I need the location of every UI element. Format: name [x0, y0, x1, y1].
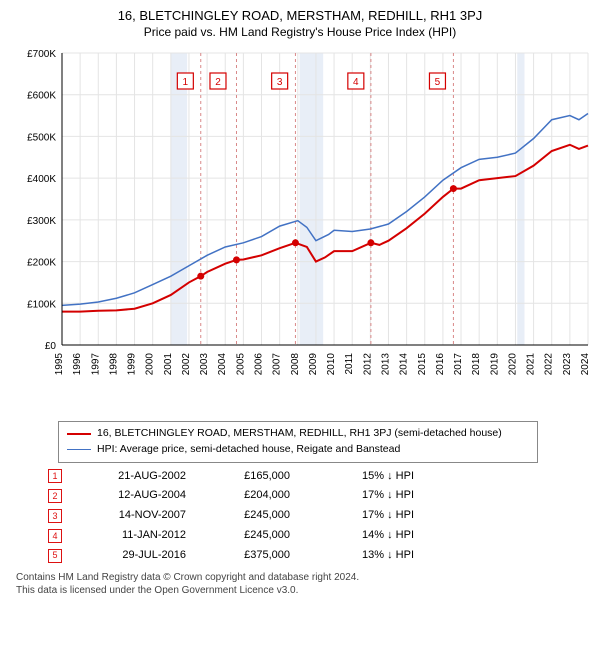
transaction-row: 1 21-AUG-2002 £165,000 15% ↓ HPI	[48, 467, 592, 487]
series-hpi	[62, 113, 588, 305]
chart-title: 16, BLETCHINGLEY ROAD, MERSTHAM, REDHILL…	[8, 8, 592, 23]
marker-dot	[233, 256, 240, 263]
marker-label-number: 2	[215, 77, 221, 88]
y-tick-label: £200K	[27, 258, 56, 269]
x-tick-label: 2008	[290, 353, 301, 376]
transaction-row: 4 11-JAN-2012 £245,000 14% ↓ HPI	[48, 526, 592, 546]
x-tick-label: 2009	[308, 353, 319, 376]
x-tick-label: 2006	[254, 353, 265, 376]
transaction-price: £204,000	[210, 486, 290, 506]
footnote-line-2: This data is licensed under the Open Gov…	[16, 584, 592, 597]
transactions-table: 1 21-AUG-2002 £165,000 15% ↓ HPI 2 12-AUG-200…	[48, 467, 592, 566]
series-property	[62, 145, 588, 312]
y-tick-label: £400K	[27, 174, 56, 185]
transaction-delta: 17% ↓ HPI	[314, 486, 414, 506]
legend: 16, BLETCHINGLEY ROAD, MERSTHAM, REDHILL…	[58, 421, 538, 463]
transaction-delta: 13% ↓ HPI	[314, 546, 414, 566]
legend-swatch	[67, 433, 91, 435]
x-tick-label: 2007	[272, 353, 283, 376]
legend-row: 16, BLETCHINGLEY ROAD, MERSTHAM, REDHILL…	[67, 426, 529, 442]
marker-label-number: 1	[183, 77, 189, 88]
x-tick-label: 1998	[108, 353, 119, 376]
marker-label-number: 3	[277, 77, 283, 88]
footnote-line-1: Contains HM Land Registry data © Crown c…	[16, 571, 592, 584]
transaction-marker: 4	[48, 529, 62, 543]
transaction-marker: 5	[48, 549, 62, 563]
marker-label-number: 5	[435, 77, 441, 88]
transaction-date: 14-NOV-2007	[86, 506, 186, 526]
transaction-delta: 14% ↓ HPI	[314, 526, 414, 546]
x-tick-label: 2017	[453, 353, 464, 376]
x-tick-label: 2021	[526, 353, 537, 376]
x-tick-label: 2022	[544, 353, 555, 376]
x-tick-label: 2018	[471, 353, 482, 376]
y-tick-label: £100K	[27, 299, 56, 310]
transaction-marker: 3	[48, 509, 62, 523]
transaction-delta: 17% ↓ HPI	[314, 506, 414, 526]
x-tick-label: 1995	[54, 353, 65, 376]
x-tick-label: 2012	[362, 353, 373, 376]
x-tick-label: 2015	[417, 353, 428, 376]
transaction-row: 3 14-NOV-2007 £245,000 17% ↓ HPI	[48, 506, 592, 526]
marker-dot	[367, 239, 374, 246]
x-tick-label: 2001	[163, 353, 174, 376]
x-tick-label: 2016	[435, 353, 446, 376]
y-tick-label: £700K	[27, 49, 56, 60]
x-tick-label: 2023	[562, 353, 573, 376]
x-tick-label: 2000	[145, 353, 156, 376]
x-tick-label: 2013	[380, 353, 391, 376]
transaction-marker: 1	[48, 469, 62, 483]
marker-label-number: 4	[353, 77, 359, 88]
x-tick-label: 2020	[507, 353, 518, 376]
y-tick-label: £300K	[27, 216, 56, 227]
chart-area: £0 £100K £200K £300K £400K £500K £600K £700K 199…	[8, 45, 592, 415]
y-tick-label: £0	[45, 341, 57, 352]
transaction-price: £245,000	[210, 526, 290, 546]
x-tick-label: 2002	[181, 353, 192, 376]
x-tick-label: 2024	[580, 353, 591, 376]
x-tick-label: 2019	[489, 353, 500, 376]
x-tick-label: 2005	[235, 353, 246, 376]
recession-band	[300, 53, 324, 345]
legend-label: 16, BLETCHINGLEY ROAD, MERSTHAM, REDHILL…	[97, 426, 502, 442]
chart-svg: £0 £100K £200K £300K £400K £500K £600K £700K 199…	[8, 45, 592, 415]
transaction-date: 21-AUG-2002	[86, 467, 186, 487]
chart-subtitle: Price paid vs. HM Land Registry's House …	[8, 25, 592, 39]
x-tick-label: 2010	[326, 353, 337, 376]
transaction-marker: 2	[48, 489, 62, 503]
x-tick-label: 2014	[399, 353, 410, 376]
marker-dot	[450, 185, 457, 192]
transaction-date: 29-JUL-2016	[86, 546, 186, 566]
transaction-date: 11-JAN-2012	[86, 526, 186, 546]
legend-swatch	[67, 449, 91, 450]
x-tick-label: 2004	[217, 353, 228, 376]
transaction-price: £165,000	[210, 467, 290, 487]
transaction-row: 5 29-JUL-2016 £375,000 13% ↓ HPI	[48, 546, 592, 566]
transaction-price: £375,000	[210, 546, 290, 566]
x-tick-label: 1999	[127, 353, 138, 376]
transaction-date: 12-AUG-2004	[86, 486, 186, 506]
transaction-price: £245,000	[210, 506, 290, 526]
legend-label: HPI: Average price, semi-detached house,…	[97, 442, 400, 458]
x-tick-label: 2003	[199, 353, 210, 376]
y-tick-label: £500K	[27, 132, 56, 143]
x-tick-label: 2011	[344, 353, 355, 375]
marker-dot	[197, 273, 204, 280]
x-tick-label: 1996	[72, 353, 83, 376]
marker-dot	[292, 239, 299, 246]
recession-band	[517, 53, 524, 345]
transaction-delta: 15% ↓ HPI	[314, 467, 414, 487]
recession-band	[171, 53, 187, 345]
x-tick-label: 1997	[90, 353, 101, 376]
legend-row: HPI: Average price, semi-detached house,…	[67, 442, 529, 458]
footnote: Contains HM Land Registry data © Crown c…	[16, 571, 592, 597]
y-tick-label: £600K	[27, 91, 56, 102]
transaction-row: 2 12-AUG-2004 £204,000 17% ↓ HPI	[48, 486, 592, 506]
